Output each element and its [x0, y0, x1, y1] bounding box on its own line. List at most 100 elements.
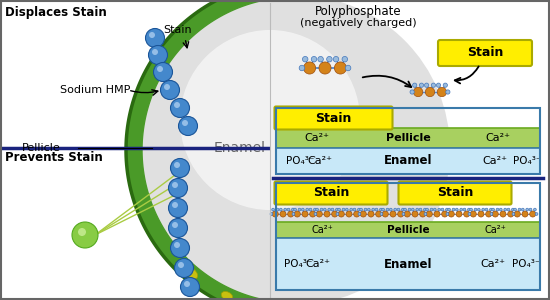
Circle shape — [446, 213, 449, 215]
Circle shape — [350, 208, 353, 211]
Circle shape — [298, 208, 301, 211]
Ellipse shape — [221, 292, 233, 300]
Circle shape — [314, 213, 317, 215]
Circle shape — [318, 56, 323, 62]
Circle shape — [375, 208, 378, 211]
Circle shape — [382, 208, 384, 211]
Circle shape — [468, 208, 470, 211]
Circle shape — [438, 208, 441, 211]
Circle shape — [397, 208, 400, 211]
Circle shape — [376, 211, 382, 217]
Text: Enamel: Enamel — [214, 141, 266, 155]
Circle shape — [430, 208, 433, 211]
Text: Polyphosphate: Polyphosphate — [315, 5, 402, 18]
Circle shape — [492, 211, 498, 217]
Circle shape — [436, 83, 441, 87]
Text: Ca²⁺: Ca²⁺ — [307, 156, 333, 166]
Circle shape — [353, 208, 356, 211]
Circle shape — [168, 199, 188, 218]
Circle shape — [425, 87, 435, 97]
Circle shape — [324, 211, 330, 217]
FancyBboxPatch shape — [274, 106, 393, 130]
Text: Ca²⁺: Ca²⁺ — [482, 156, 508, 166]
Circle shape — [276, 208, 279, 211]
Circle shape — [442, 211, 448, 217]
Circle shape — [424, 213, 427, 215]
Circle shape — [408, 208, 411, 211]
Circle shape — [172, 222, 178, 228]
Circle shape — [398, 211, 404, 217]
Circle shape — [460, 208, 463, 211]
Text: Stain: Stain — [437, 187, 473, 200]
Circle shape — [172, 202, 178, 208]
Circle shape — [168, 178, 188, 197]
Circle shape — [433, 208, 436, 211]
Circle shape — [455, 208, 458, 211]
Circle shape — [535, 213, 538, 215]
Circle shape — [529, 208, 532, 211]
Circle shape — [512, 213, 515, 215]
Circle shape — [470, 211, 476, 217]
Circle shape — [279, 208, 282, 211]
Circle shape — [486, 211, 492, 217]
Circle shape — [426, 211, 432, 217]
Text: Ca²⁺: Ca²⁺ — [305, 259, 331, 269]
Circle shape — [482, 208, 485, 211]
Circle shape — [514, 208, 516, 211]
Circle shape — [507, 208, 510, 211]
Text: Stain: Stain — [467, 46, 503, 59]
Circle shape — [170, 158, 190, 178]
Circle shape — [379, 208, 382, 211]
Circle shape — [452, 208, 455, 211]
Circle shape — [293, 213, 296, 215]
Circle shape — [336, 213, 339, 215]
Circle shape — [425, 83, 429, 87]
Circle shape — [437, 87, 447, 97]
Circle shape — [402, 208, 404, 211]
Circle shape — [410, 90, 414, 94]
Bar — [276, 148, 540, 174]
Circle shape — [485, 208, 488, 211]
FancyBboxPatch shape — [438, 40, 532, 66]
Circle shape — [456, 211, 462, 217]
Circle shape — [292, 213, 295, 215]
Text: Prevents Stain: Prevents Stain — [5, 151, 103, 164]
Circle shape — [448, 208, 450, 211]
Circle shape — [316, 208, 318, 211]
Circle shape — [309, 208, 312, 211]
Circle shape — [338, 208, 340, 211]
Circle shape — [168, 218, 188, 238]
Circle shape — [474, 208, 477, 211]
Circle shape — [386, 208, 389, 211]
Circle shape — [174, 259, 194, 278]
Circle shape — [172, 182, 178, 188]
Circle shape — [342, 208, 345, 211]
Text: Stain: Stain — [313, 187, 349, 200]
Circle shape — [477, 208, 480, 211]
Circle shape — [412, 83, 417, 87]
Circle shape — [402, 213, 405, 215]
Ellipse shape — [240, 299, 250, 300]
Text: Pellicle: Pellicle — [386, 133, 430, 143]
Circle shape — [345, 208, 348, 211]
Circle shape — [389, 208, 392, 211]
Circle shape — [272, 211, 278, 217]
Circle shape — [404, 208, 406, 211]
Circle shape — [161, 80, 179, 100]
Circle shape — [468, 213, 471, 215]
Circle shape — [469, 213, 472, 215]
Circle shape — [359, 213, 362, 215]
Circle shape — [149, 32, 155, 38]
Circle shape — [426, 208, 428, 211]
Text: Ca²⁺: Ca²⁺ — [486, 133, 510, 143]
Text: Enamel: Enamel — [384, 257, 432, 271]
Text: PO₄³⁻: PO₄³⁻ — [284, 259, 312, 269]
Circle shape — [404, 211, 410, 217]
Circle shape — [342, 56, 348, 62]
Circle shape — [331, 208, 334, 211]
Text: Ca²⁺: Ca²⁺ — [484, 225, 506, 235]
Circle shape — [153, 62, 173, 82]
Circle shape — [302, 211, 308, 217]
Circle shape — [522, 211, 528, 217]
Bar — [276, 183, 540, 290]
